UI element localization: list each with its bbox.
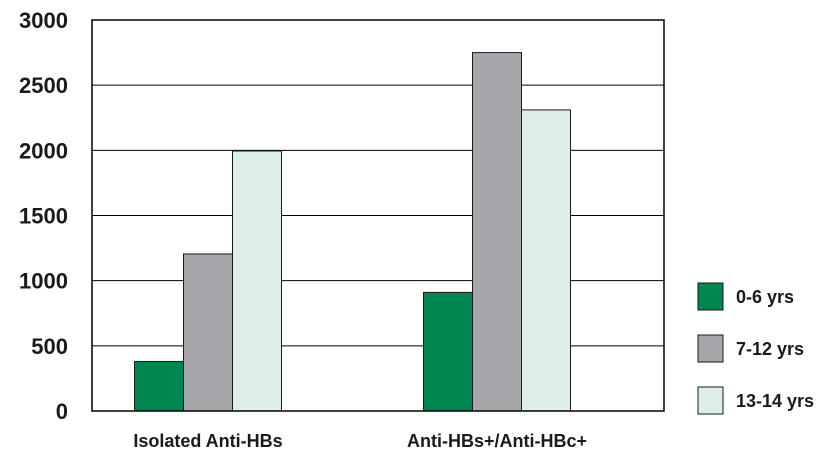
y-tick-label: 0 [56, 399, 68, 424]
bars [134, 52, 571, 412]
y-tick-label: 1500 [19, 204, 68, 229]
y-tick-label: 3000 [19, 8, 68, 33]
legend-swatch [697, 282, 724, 311]
legend-label: 0-6 yrs [736, 287, 794, 307]
bar [423, 291, 473, 412]
legend-label: 13-14 yrs [736, 391, 814, 411]
legend-swatch [697, 334, 724, 363]
x-category-label: Isolated Anti-HBs [133, 431, 282, 451]
y-axis-tick-labels: 0 500 1000 1500 2000 2500 3000 [19, 8, 68, 424]
x-category-label: Anti-HBs+/Anti-HBc+ [407, 431, 587, 451]
legend-swatch [697, 386, 724, 415]
gridlines [92, 84, 664, 347]
legend-label: 7-12 yrs [736, 339, 804, 359]
x-axis-category-labels: Isolated Anti-HBs Anti-HBs+/Anti-HBc+ [133, 431, 587, 451]
bar [183, 253, 233, 412]
y-tick-label: 2000 [19, 138, 68, 163]
legend: 0-6 yrs 7-12 yrs 13-14 yrs [697, 282, 814, 415]
bar [521, 109, 571, 412]
plot-area-frame [91, 19, 665, 412]
bar [232, 150, 282, 412]
y-tick-label: 500 [31, 334, 68, 359]
y-tick-label: 2500 [19, 73, 68, 98]
bar [134, 360, 184, 412]
y-tick-label: 1000 [19, 269, 68, 294]
bar [472, 52, 522, 412]
